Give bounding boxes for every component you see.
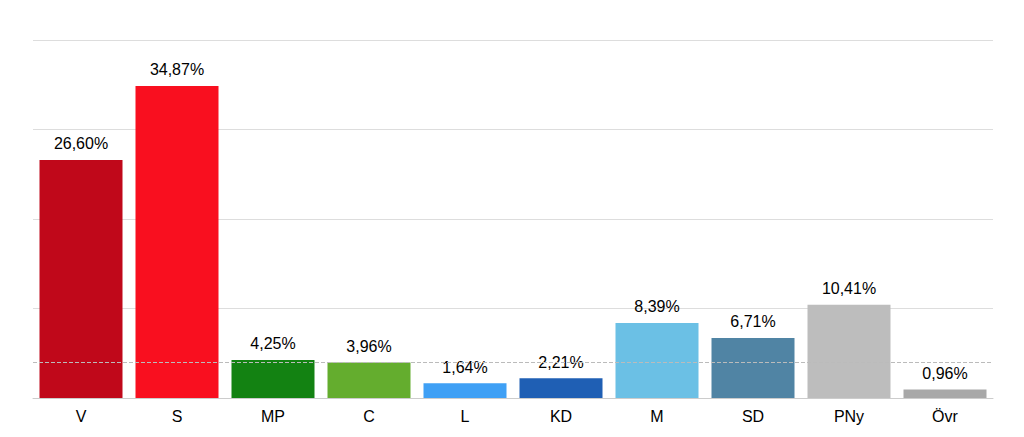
svg-text:0,96%: 0,96% (922, 365, 967, 382)
svg-text:KD: KD (550, 408, 572, 425)
svg-text:8,39%: 8,39% (634, 298, 679, 315)
svg-text:1,64%: 1,64% (442, 359, 487, 376)
svg-text:V: V (76, 408, 87, 425)
svg-text:PNy: PNy (834, 408, 864, 425)
svg-text:L: L (461, 408, 470, 425)
svg-text:26,60%: 26,60% (54, 135, 108, 152)
svg-text:M: M (650, 408, 663, 425)
svg-text:C: C (363, 408, 375, 425)
svg-text:2,21%: 2,21% (538, 353, 584, 371)
svg-text:10,41%: 10,41% (822, 280, 876, 297)
svg-text:4,25%: 4,25% (250, 335, 295, 352)
svg-text:6,71%: 6,71% (730, 313, 775, 330)
svg-text:34,87%: 34,87% (150, 61, 204, 78)
svg-text:3,96%: 3,96% (346, 338, 391, 355)
svg-text:SD: SD (742, 408, 764, 425)
svg-text:S: S (172, 408, 183, 425)
svg-text:Övr: Övr (932, 408, 958, 425)
svg-text:MP: MP (261, 408, 285, 425)
